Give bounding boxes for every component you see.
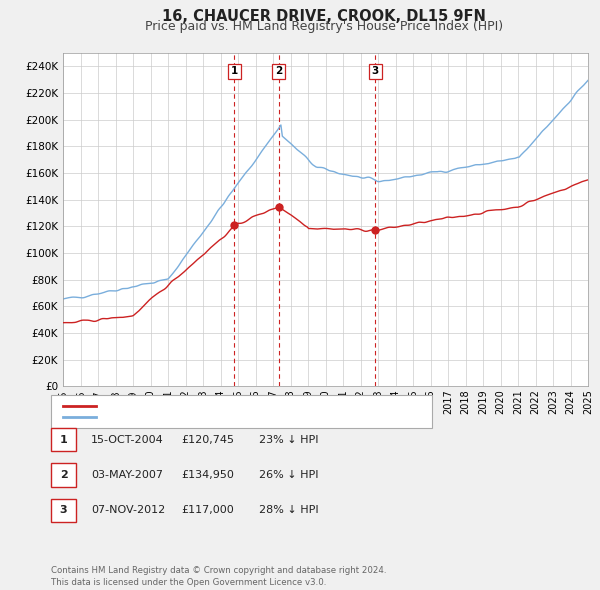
Text: 1: 1 [230,67,238,77]
Text: £117,000: £117,000 [181,506,234,515]
Text: 3: 3 [60,506,67,515]
Text: 15-OCT-2004: 15-OCT-2004 [91,435,164,444]
Text: 16, CHAUCER DRIVE, CROOK, DL15 9FN (detached house): 16, CHAUCER DRIVE, CROOK, DL15 9FN (deta… [102,401,404,411]
Text: Price paid vs. HM Land Registry's House Price Index (HPI): Price paid vs. HM Land Registry's House … [145,20,503,33]
Text: 3: 3 [372,67,379,77]
Text: 03-MAY-2007: 03-MAY-2007 [91,470,163,480]
Text: 23% ↓ HPI: 23% ↓ HPI [259,435,319,444]
Text: 1: 1 [60,435,67,444]
Text: 07-NOV-2012: 07-NOV-2012 [91,506,166,515]
Text: £120,745: £120,745 [181,435,234,444]
Text: 16, CHAUCER DRIVE, CROOK, DL15 9FN: 16, CHAUCER DRIVE, CROOK, DL15 9FN [162,9,486,24]
Text: £134,950: £134,950 [181,470,234,480]
Text: HPI: Average price, detached house, County Durham: HPI: Average price, detached house, Coun… [102,412,377,422]
Text: 28% ↓ HPI: 28% ↓ HPI [259,506,319,515]
Text: Contains HM Land Registry data © Crown copyright and database right 2024.
This d: Contains HM Land Registry data © Crown c… [51,566,386,587]
Text: 2: 2 [275,67,283,77]
Text: 2: 2 [60,470,67,480]
Text: 26% ↓ HPI: 26% ↓ HPI [259,470,319,480]
